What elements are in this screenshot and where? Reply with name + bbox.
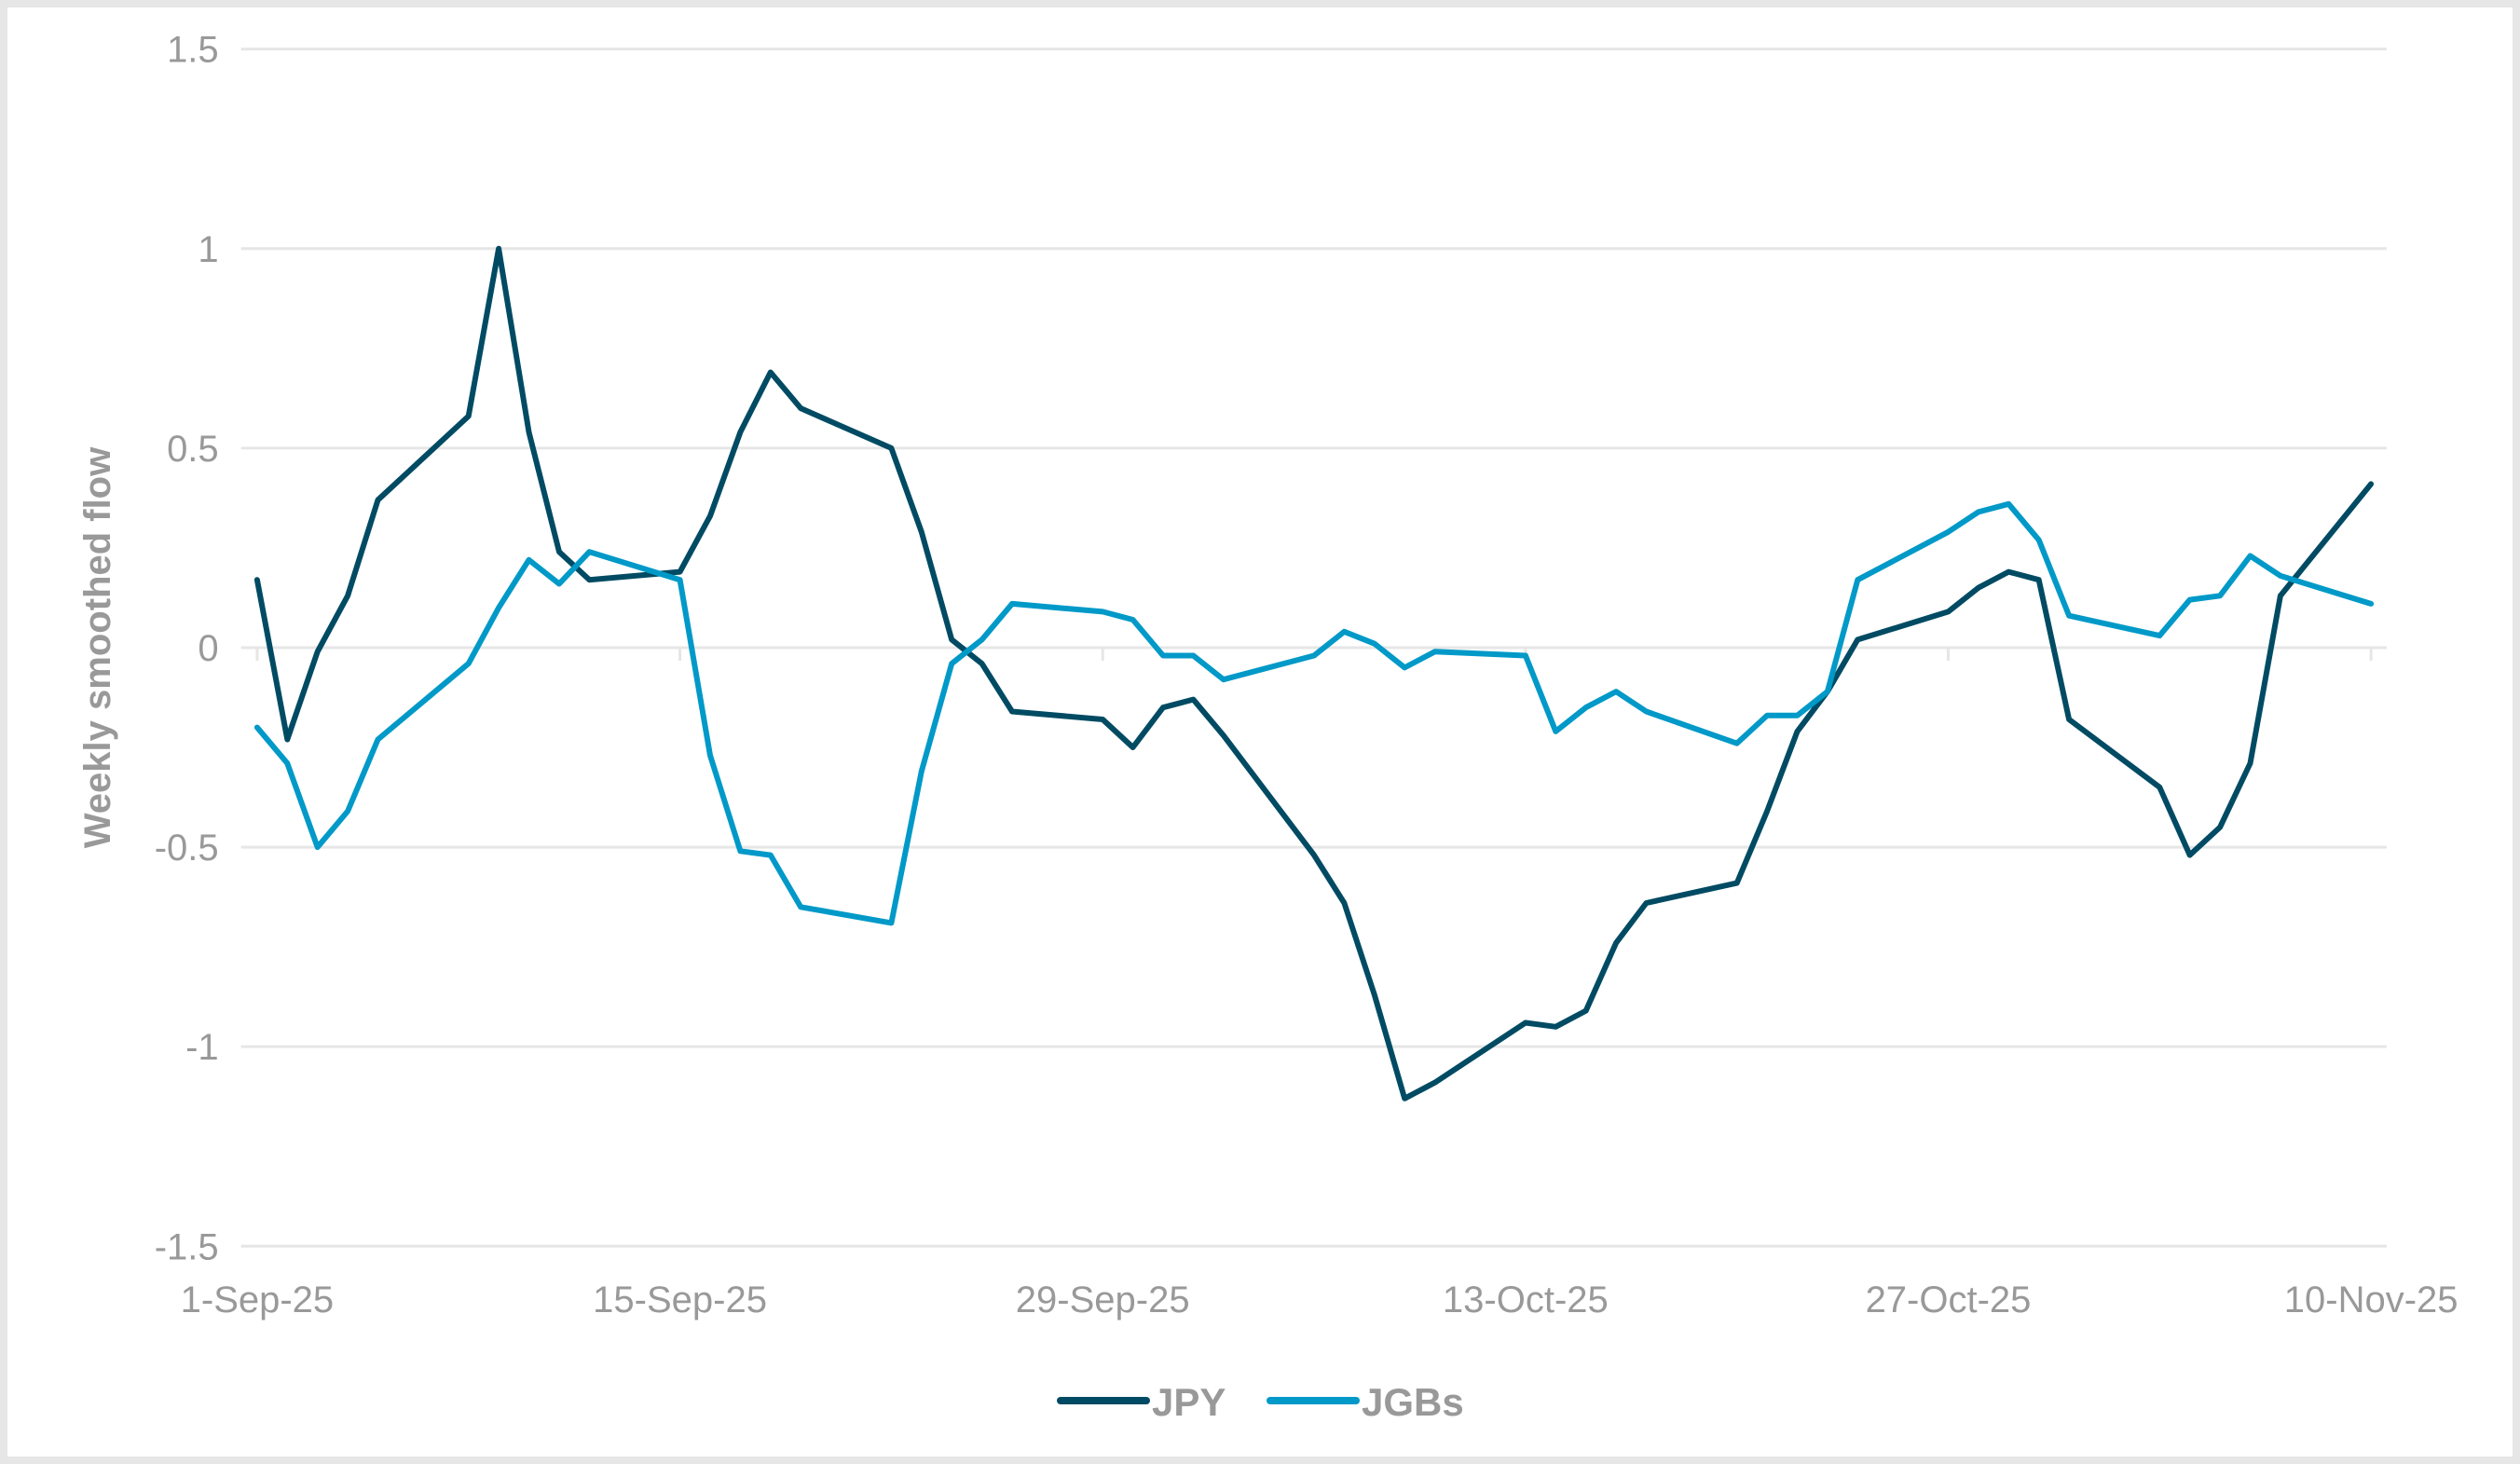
x-tick-label: 27-Oct-25 [1866,1279,2032,1320]
x-tick-label: 1-Sep-25 [181,1279,335,1320]
line-chart: 1.5 1 0.5 0 -0.5 -1 -1.5 1-Sep-25 15-Sep-25 29-S… [77,30,2458,1424]
legend-label: JPY [1152,1380,1226,1424]
legend: JPY JGBs [1057,1380,1464,1424]
x-tick-label: 13-Oct-25 [1443,1279,1609,1320]
y-tick-label: 0 [198,628,218,669]
legend-label: JGBs [1362,1380,1464,1424]
x-tick-label: 10-Nov-25 [2284,1279,2458,1320]
y-axis-ticks: 1.5 1 0.5 0 -0.5 -1 -1.5 [155,30,219,1268]
y-tick-label: 0.5 [167,429,219,470]
y-tick-label: 1 [198,229,218,270]
gridlines [240,48,2387,1248]
y-tick-label: 1.5 [167,30,219,71]
y-axis-title: Weekly smoothed flow [77,446,118,848]
x-tick-label: 15-Sep-25 [593,1279,767,1320]
legend-item-jpy: JPY [1057,1380,1226,1424]
x-axis-ticks: 1-Sep-25 15-Sep-25 29-Sep-25 13-Oct-25 27-Oc… [181,647,2458,1320]
y-tick-label: -0.5 [155,828,219,869]
y-tick-label: -1 [185,1027,219,1068]
chart-frame: 1.5 1 0.5 0 -0.5 -1 -1.5 1-Sep-25 15-Sep-25 29-S… [7,7,2513,1457]
series-line-jgbs [253,500,2375,926]
y-tick-label: -1.5 [155,1226,219,1267]
x-tick-label: 29-Sep-25 [1016,1279,1190,1320]
data-series [253,245,2375,1101]
series-line-jpy [253,245,2375,1101]
legend-item-jgbs: JGBs [1267,1380,1464,1424]
